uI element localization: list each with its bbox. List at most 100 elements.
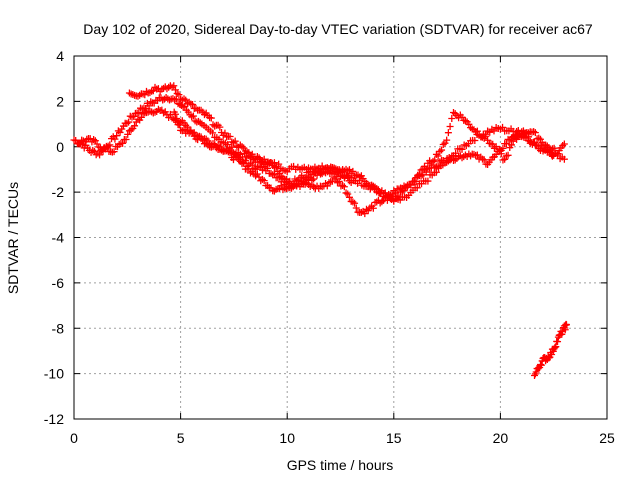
data-point (207, 114, 215, 122)
data-point (113, 132, 121, 140)
data-point (122, 136, 130, 144)
data-point (275, 160, 283, 168)
data-point (413, 184, 421, 192)
data-point (171, 86, 179, 94)
data-point (171, 110, 179, 118)
y-tick-label: -8 (52, 320, 65, 336)
data-point (320, 168, 328, 176)
data-point (471, 137, 479, 145)
series-track-e (531, 320, 570, 379)
data-point (431, 156, 439, 164)
data-point (499, 123, 507, 131)
x-tick-label: 5 (177, 430, 185, 446)
data-point (103, 144, 111, 152)
data-point (282, 179, 290, 187)
y-axis-label: SDTVAR / TECUs (5, 182, 21, 294)
data-point (344, 173, 352, 181)
data-point (264, 164, 272, 172)
data-point (374, 186, 382, 194)
data-point (260, 177, 268, 185)
data-point (562, 321, 570, 329)
data-point (497, 150, 505, 158)
data-point (131, 122, 139, 130)
data-point (551, 343, 559, 351)
data-point (226, 132, 234, 140)
data-point (236, 155, 244, 163)
data-point (189, 101, 197, 109)
data-point (175, 91, 183, 99)
y-tick-label: 4 (56, 48, 64, 64)
data-point (339, 168, 347, 176)
data-point (443, 136, 451, 144)
data-point (434, 152, 442, 160)
x-tick-label: 20 (493, 430, 509, 446)
y-tick-label: 2 (56, 93, 64, 109)
axis-ticks: 0 5 10 15 20 25 -12 -10 -8 -6 -4 -2 0 2 4 (44, 48, 615, 446)
data-point (424, 177, 432, 185)
data-point (504, 151, 512, 159)
data-point (560, 155, 568, 163)
data-point (347, 179, 355, 187)
data-point (175, 121, 183, 129)
data-point (303, 169, 311, 177)
data-point (180, 125, 188, 133)
series-track-d (170, 108, 355, 192)
data-point (245, 149, 253, 157)
data-points (70, 82, 570, 379)
data-point (422, 165, 430, 173)
data-point (552, 343, 560, 351)
y-tick-label: -10 (44, 366, 64, 382)
data-point (349, 167, 357, 175)
data-point (231, 137, 239, 145)
data-point (345, 193, 353, 201)
data-point (537, 361, 545, 369)
data-point (448, 152, 456, 160)
data-point (444, 129, 452, 137)
data-point (310, 175, 318, 183)
y-tick-label: -4 (52, 230, 65, 246)
data-point (335, 177, 343, 185)
data-point (434, 162, 442, 170)
data-point (279, 175, 287, 183)
data-point (369, 204, 377, 212)
data-point (351, 199, 359, 207)
data-point (221, 129, 229, 137)
gridlines (74, 56, 607, 419)
data-point (135, 109, 143, 117)
data-point (216, 123, 224, 131)
data-point (452, 149, 460, 157)
chart-title: Day 102 of 2020, Sidereal Day-to-day VTE… (83, 21, 593, 37)
data-point (482, 132, 490, 140)
data-point (552, 149, 560, 157)
data-point (340, 183, 348, 191)
data-point (550, 144, 558, 152)
data-point (125, 118, 133, 126)
data-point (400, 187, 408, 195)
data-point (502, 140, 510, 148)
data-point (415, 170, 423, 178)
x-tick-label: 15 (386, 430, 402, 446)
data-point (270, 170, 278, 178)
data-point (272, 164, 280, 172)
data-point (173, 115, 181, 123)
data-point (395, 193, 403, 201)
data-point (458, 145, 466, 153)
data-point (536, 361, 544, 369)
x-axis-label: GPS time / hours (287, 457, 394, 473)
data-point (558, 330, 566, 338)
data-point (241, 157, 249, 165)
data-point (170, 82, 178, 90)
data-point (448, 114, 456, 122)
x-tick-label: 25 (599, 430, 615, 446)
data-point (531, 129, 539, 137)
data-point (473, 127, 481, 135)
data-point (137, 113, 145, 121)
y-tick-label: -12 (44, 411, 64, 427)
data-point (438, 146, 446, 154)
data-point (255, 154, 263, 162)
data-point (209, 129, 217, 137)
data-point (119, 139, 127, 147)
data-point (189, 112, 197, 120)
